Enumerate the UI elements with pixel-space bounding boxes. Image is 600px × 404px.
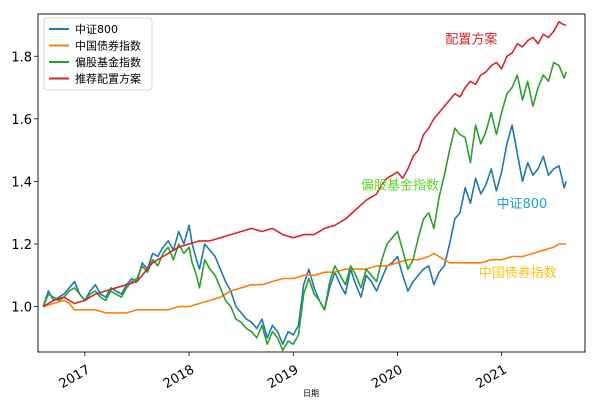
- annotation-label: 配置方案: [445, 32, 497, 48]
- annotation-label: 偏股基金指数: [361, 177, 439, 193]
- x-tick-label: 2021: [473, 362, 509, 392]
- annotation-label: 中国债券指数: [479, 265, 557, 281]
- x-tick-label: 2018: [161, 362, 197, 392]
- series-line-2: [42, 61, 567, 352]
- x-tick-label: 2017: [57, 362, 93, 392]
- series-line-3: [42, 20, 567, 308]
- legend-label: 偏股基金指数: [75, 55, 141, 69]
- y-tick-label: 1.4: [11, 175, 32, 190]
- legend-box: [43, 17, 153, 91]
- series-line-0: [42, 124, 567, 346]
- annotation-label: 中证800: [496, 197, 547, 212]
- y-tick-label: 1.2: [11, 238, 32, 253]
- series-lines: [42, 20, 567, 352]
- series-line-1: [42, 243, 567, 314]
- x-tick-label: 2019: [265, 362, 301, 392]
- x-tick-label: 2020: [369, 362, 405, 392]
- legend-label: 中证800: [75, 23, 118, 36]
- x-axis-label: 日期: [303, 389, 319, 398]
- y-tick-label: 1.0: [11, 301, 32, 316]
- legend-label: 中国债券指数: [75, 39, 141, 53]
- legend-label: 推荐配置方案: [75, 72, 141, 86]
- y-tick-label: 1.6: [11, 113, 32, 128]
- y-tick-label: 1.8: [11, 50, 32, 65]
